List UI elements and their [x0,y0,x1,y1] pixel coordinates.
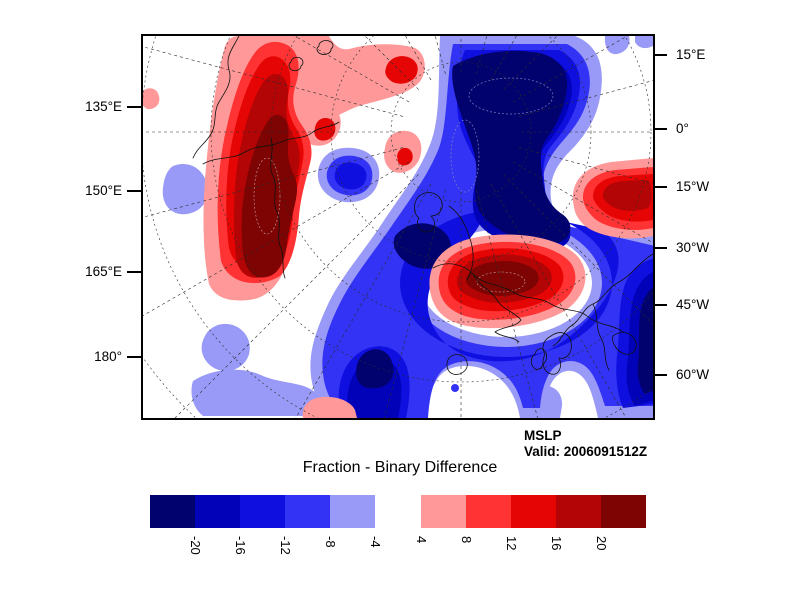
right-tick-15°W [653,186,667,188]
contour-map [143,36,653,418]
right-axis-label: 0° [676,121,689,136]
colorbar-tick-label: 8 [459,536,474,544]
colorbar-tick-label: 4 [414,536,429,544]
colorbar-cell [285,495,330,528]
right-tick-60°W [653,374,667,376]
right-axis-label: 45°W [676,297,710,312]
coastlines [192,36,653,375]
colorbar-tick-label: 20 [594,536,609,551]
colorbar-tick-label: -16 [233,536,248,555]
right-axis-label: 60°W [676,367,710,382]
colorbar-cell [421,495,466,528]
right-axis-label: 15°E [676,47,706,62]
valid-time-label: Valid: 2006091512Z [524,444,648,459]
colorbar-tick-label: 12 [504,536,519,551]
left-axis-label: 150°E [85,183,122,198]
map-frame [141,34,655,420]
right-axis-label: 30°W [676,240,710,255]
right-tick-45°W [653,304,667,306]
colorbar-cell [240,495,285,528]
negative-colorbar [150,495,375,528]
colorbar-tick-label: -20 [188,536,203,555]
right-tick-15°E [653,54,667,56]
variable-label: MSLP [524,428,562,443]
colorbar-cell [466,495,511,528]
colorbar-tick-label: -4 [368,536,383,548]
left-axis-label: 135°E [85,99,122,114]
left-axis-label: 180° [94,349,122,364]
colorbar-cell [601,495,646,528]
colorbar-cell [330,495,375,528]
positive-colorbar [421,495,646,528]
colorbar-tick-label: 16 [549,536,564,551]
colorbar-cell [511,495,556,528]
right-tick-0° [653,128,667,130]
legend-title: Fraction - Binary Difference [302,459,498,476]
contour-fills [143,36,653,418]
colorbar-cell [150,495,195,528]
left-tick-180° [127,356,141,358]
colorbar-cell [195,495,240,528]
left-tick-165°E [127,271,141,273]
left-axis-label: 165°E [85,264,122,279]
left-tick-135°E [127,106,141,108]
left-tick-150°E [127,190,141,192]
graticule [143,36,653,418]
right-tick-30°W [653,247,667,249]
right-axis-label: 15°W [676,179,710,194]
colorbar-cell [556,495,601,528]
colorbar-tick-label: -8 [323,536,338,548]
colorbar-tick-label: -12 [278,536,293,555]
